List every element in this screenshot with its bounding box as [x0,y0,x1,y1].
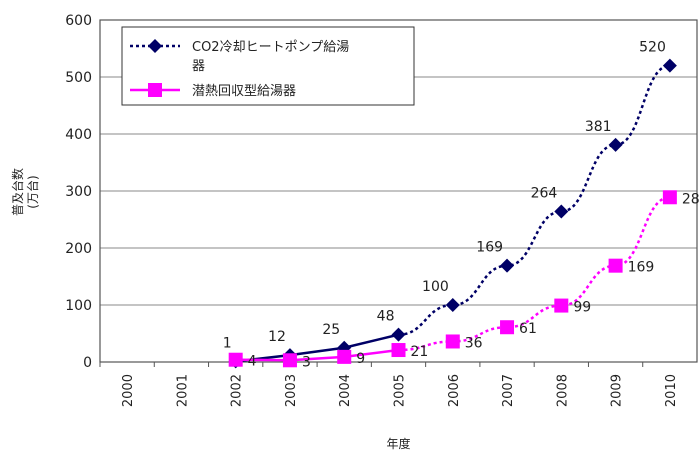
series-0-data-label: 1 [223,335,232,351]
series-0-point [445,298,460,312]
y-tick-label: 200 [65,241,92,257]
plot-border [99,19,698,363]
x-tick-label: 2005 [393,374,408,407]
x-tick-label: 2001 [175,374,190,407]
x-tick-label: 2002 [230,374,245,407]
y-tick-label: 100 [65,298,92,314]
legend-label-series-0: CO2冷却ヒートポンプ給湯 [192,40,349,55]
x-tick-label: 2007 [501,374,516,407]
series-1-point [228,352,243,367]
series-0-data-label: 520 [639,40,666,56]
legend-box [121,26,415,106]
series-0-data-label: 264 [531,186,558,202]
series-0-point [554,204,569,219]
y-axis-title-line2: (万台) [25,175,40,208]
x-tick-label: 2004 [338,374,353,407]
y-tick-label: 500 [65,70,92,86]
series-1-point [337,349,352,364]
series-0-data-label: 12 [268,329,286,345]
x-tick-label: 2000 [121,374,136,407]
series-0-data-label: 169 [476,240,503,256]
series-0-data-label: 48 [377,309,395,325]
series-0-point [391,327,406,342]
legend-swatch-square [148,83,162,97]
series-1-data-label: 3 [302,354,311,370]
x-tick-label: 2010 [664,374,679,407]
series-0-data-label: 100 [422,279,449,295]
series-1-line-solid [235,348,399,362]
legend-label-series-0-wrap: 器 [192,59,205,74]
x-tick-label: 2008 [555,374,570,407]
series-1-data-label: 289 [682,191,699,207]
legend-label-series-1: 潜熱回収型給湯器 [192,84,296,99]
series-0-point [662,58,677,73]
series-0-point [608,137,623,152]
series-1-point [500,320,515,335]
series-1-point [662,190,677,205]
x-axis-title: 年度 [386,436,410,451]
series-0-line-solid [235,333,399,363]
series-1-data-label: 61 [519,321,537,337]
series-1-point [608,258,623,273]
y-tick-label: 400 [65,127,92,143]
y-tick-label: 600 [65,13,92,29]
y-tick-label: 300 [65,184,92,200]
x-tick-label: 2009 [610,374,625,407]
series-1-data-label: 169 [628,260,655,276]
series-1-data-label: 9 [356,351,365,367]
y-tick-label: 0 [83,355,92,371]
series-1-data-label: 99 [573,300,591,316]
legend-swatch-diamond [148,39,162,53]
series-0-data-label: 381 [585,119,612,135]
series-1-point [282,353,297,368]
series-1-point [554,298,569,313]
x-tick-label: 2003 [284,374,299,407]
series-1-data-label: 36 [465,335,483,351]
y-axis-title-line1: 普及台数 [10,168,25,216]
series-1-point [445,334,460,349]
y-axis-title: 普及台数 (万台) [10,168,40,216]
series-1-data-label: 21 [411,344,429,360]
x-tick-label: 2006 [447,374,462,407]
series-0-point [500,258,515,273]
series-0-data-label: 25 [322,322,340,338]
series-1-point [391,343,406,358]
series-1-data-label: 4 [248,354,257,370]
